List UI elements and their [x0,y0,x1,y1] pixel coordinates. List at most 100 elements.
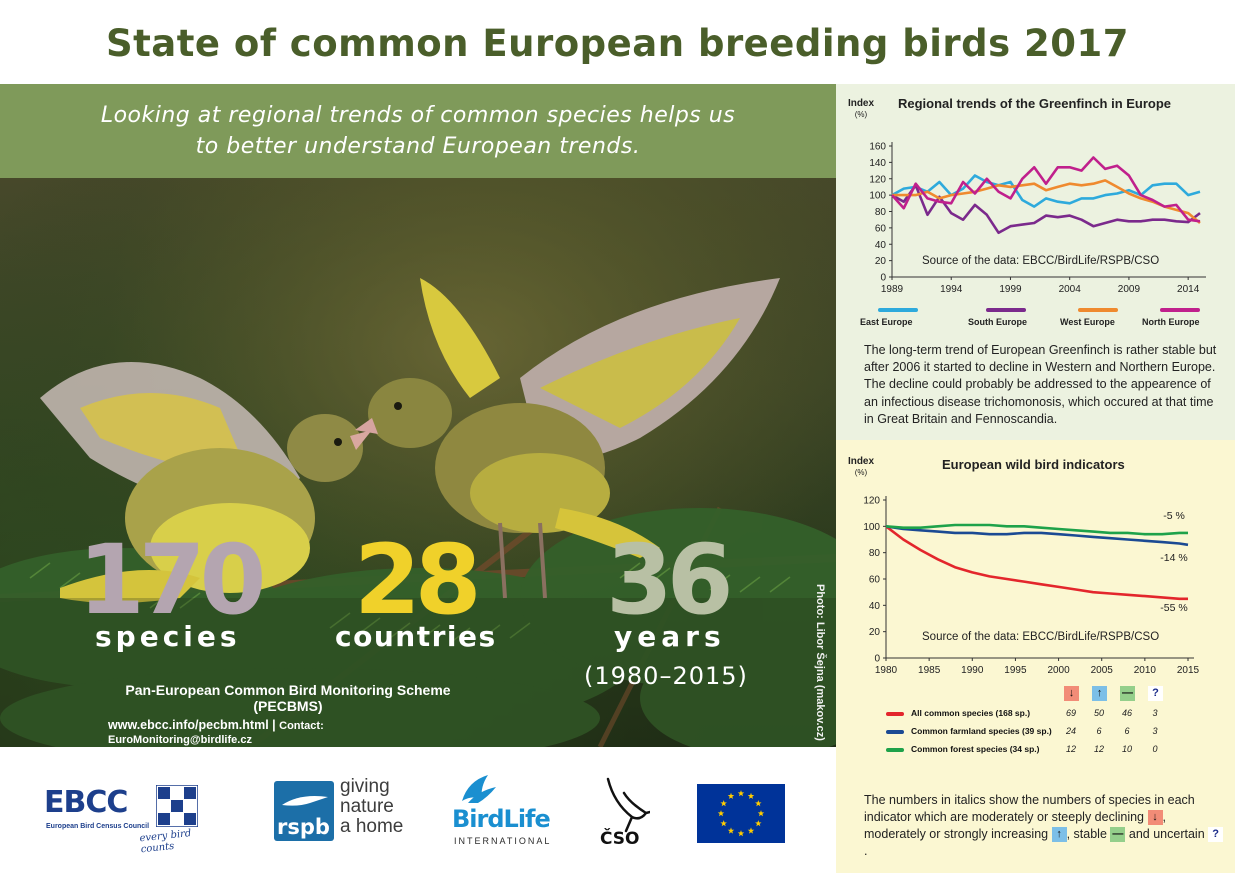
eu-flag-icon [697,784,785,843]
species-count: 24 [1065,726,1076,736]
legend-label: East Europe [860,317,913,327]
y-tick-label: 20 [869,627,881,638]
series-line-3 [891,156,1201,223]
chart1-source: Source of the data: EBCC/BirdLife/RSPB/C… [922,255,1160,267]
greenfinch-panel [836,84,1235,440]
indicators-legend: All common species (168 sp.) 69 50 46 3 Commo… [886,706,1226,766]
stable-icon: — [1120,686,1135,701]
rspb-logo[interactable]: rspb giving nature a home [274,777,414,847]
legend-label: All common species (168 sp.) [911,708,1031,718]
ebcc-tagline: every bird counts [139,828,192,856]
legend-item: North Europe [1142,306,1235,334]
tagline-band [0,84,836,178]
birdlife-wordmark: BirdLife [452,805,551,833]
eu-star [720,820,727,827]
legend-label: Common forest species (34 sp.) [911,744,1040,754]
arrow-up-icon: ↑ [1051,827,1067,843]
tagline-line-2: to better understand European trends. [195,134,641,159]
arrow-up-icon: ↑ [1092,686,1107,701]
indicator-note: The numbers in italics show the numbers … [864,792,1224,860]
greenfinch-photo [0,178,836,747]
legend-swatch [886,712,904,716]
x-tick-label: 2015 [1177,665,1200,676]
eu-star [757,810,765,817]
eu-star [720,800,727,807]
x-tick-label: 2010 [1134,665,1157,676]
x-tick-label: 2014 [1177,284,1200,295]
chart1-title: Regional trends of the Greenfinch in Eur… [898,96,1172,111]
pecbms-contact[interactable]: Contact: EuroMonitoring@birdlife.cz [108,720,324,746]
y-tick-label: 120 [869,174,886,185]
x-tick-label: 2005 [1091,665,1114,676]
species-count: 12 [1065,744,1076,754]
x-tick-label: 1980 [875,665,898,676]
ebcc-wordmark: EBCC [44,785,128,820]
chart2-title: European wild bird indicators [942,457,1125,472]
pecbms-url[interactable]: www.ebcc.info/pecbm.html [108,718,269,732]
birdlife-bird-icon [462,775,496,803]
y-tick-label: 160 [869,142,886,153]
legend-item: South Europe [968,306,1064,334]
eu-star [737,830,745,837]
species-count: 6 [1124,726,1130,736]
photo-credit: Photo: Libor Šejna (makov.cz) [814,584,826,741]
arrow-down-icon: ↓ [1064,686,1079,701]
legend-swatch [886,730,904,734]
x-tick-label: 2000 [1047,665,1070,676]
stat-years-range: (1980–2015) [584,662,748,690]
ebcc-logo[interactable]: EBCC European Bird Census Council every … [44,785,224,855]
legend-label: South Europe [968,317,1027,327]
rspb-wordmark: rspb [277,815,330,839]
x-tick-label: 1985 [918,665,941,676]
y-tick-label: 60 [875,223,887,234]
y-tick-label: 80 [875,207,887,218]
legend-swatch [886,748,904,752]
pecbms-separator: | [268,718,280,732]
stat-species-number: 170 [78,524,266,636]
x-tick-label: 2009 [1118,284,1141,295]
rspb-box [274,781,334,841]
series-line-0 [891,174,1201,208]
series-line-2 [885,523,1188,536]
cso-logo[interactable]: ČSO [596,773,656,853]
y-tick-label: 120 [863,496,880,507]
pecbms-name: Pan-European Common Bird Monitoring Sche… [125,682,451,714]
photo-panel: Looking at regional trends of common spe… [0,84,836,747]
series-end-label: -55 % [1160,602,1187,614]
legend-swatch [1078,308,1118,312]
x-tick-label: 1994 [940,284,963,295]
legend-label: North Europe [1142,317,1200,327]
y-tick-label: 100 [863,522,880,533]
y-tick-label: 140 [869,158,886,169]
legend-row: Common forest species (34 sp.) 12 12 10 0 [886,742,1206,758]
birdlife-logo[interactable]: BirdLife INTERNATIONAL [452,773,562,853]
greenfinch-description: The long-term trend of European Greenfin… [864,343,1217,426]
legend-item: East Europe [860,306,956,334]
y-tick-label: 40 [869,601,881,612]
y-tick-label: 60 [869,575,881,586]
cso-bird-icon [606,777,650,833]
species-count: 3 [1152,726,1158,736]
eu-star [727,792,735,799]
chart1-ylabel: Index (%) [847,98,875,119]
stat-years-number: 36 [606,524,734,636]
species-count: 12 [1093,744,1104,754]
species-count: 10 [1121,744,1132,754]
birdlife-subtitle: INTERNATIONAL [454,836,552,846]
left-bird [40,362,372,603]
rspb-tagline: giving nature a home [340,776,404,837]
eu-star [727,827,735,834]
logos-row: EBCC European Bird Census Council every … [0,747,836,873]
chart2-ylabel: Index (%) [847,456,875,477]
pecbms-block: Pan-European Common Bird Monitoring Sche… [108,682,468,746]
legend-swatch [1160,308,1200,312]
tagline: Looking at regional trends of common spe… [0,100,836,162]
cso-wordmark: ČSO [600,829,640,849]
greenfinch-legend: East Europe South Europe West Europe North … [836,306,1235,336]
eu-star [747,792,755,799]
series-line-1 [891,184,1201,235]
stable-icon: — [1110,827,1126,843]
x-tick-label: 2004 [1059,284,1082,295]
species-count: 3 [1152,708,1158,718]
series-line-0 [885,525,1188,601]
